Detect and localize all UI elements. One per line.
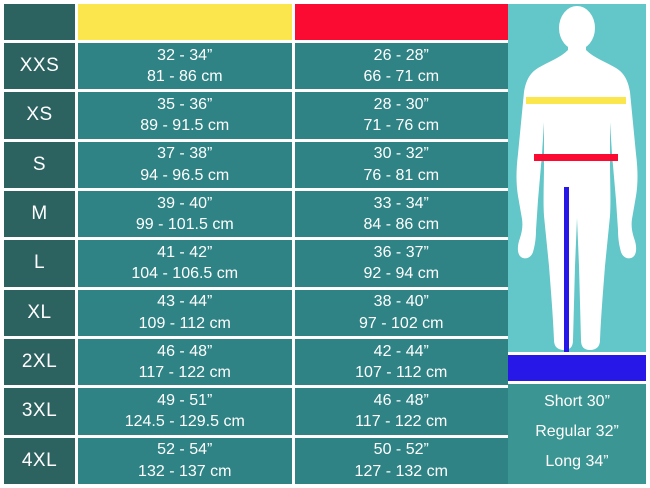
waist-inches: 28 - 30” [373, 95, 429, 113]
size-label: XL [4, 289, 75, 336]
inseam-option-short[interactable]: Short 30” [544, 393, 610, 410]
waist-inches: 26 - 28” [373, 46, 429, 64]
table-row[interactable]: 3XL 49 - 51” 124.5 - 129.5 cm 46 - 48” 1… [4, 388, 508, 435]
table-row[interactable]: XXS 32 - 34” 81 - 86 cm 26 - 28” 66 - 71… [4, 43, 508, 90]
chest-cm: 104 - 106.5 cm [131, 265, 239, 283]
chest-cell: 32 - 34” 81 - 86 cm [78, 43, 292, 90]
waist-inches: 36 - 37” [373, 243, 429, 261]
inseam-legend: Short 30” Regular 32” Long 34” [508, 384, 646, 484]
waist-inches: 50 - 52” [373, 441, 429, 459]
size-label: 3XL [4, 388, 75, 435]
waist-cell: 46 - 48” 117 - 122 cm [294, 388, 508, 435]
inseam-color-key-swatch [508, 355, 646, 381]
inseam-option-long[interactable]: Long 34” [545, 453, 609, 470]
figure-panel: Short 30” Regular 32” Long 34” [508, 0, 650, 488]
waist-cm: 117 - 122 cm [355, 413, 448, 431]
waist-cell: 36 - 37” 92 - 94 cm [294, 240, 508, 287]
chest-inches: 37 - 38” [157, 145, 213, 163]
male-body-silhouette-icon [516, 6, 638, 350]
waist-cell: 33 - 34” 84 - 86 cm [294, 190, 508, 238]
chest-cell: 35 - 36” 89 - 91.5 cm [78, 92, 292, 139]
chest-cell: 39 - 40” 99 - 101.5 cm [78, 190, 292, 238]
chest-cm: 94 - 96.5 cm [140, 166, 230, 184]
waist-inches: 42 - 44” [373, 342, 429, 360]
chest-cell: 49 - 51” 124.5 - 129.5 cm [78, 388, 292, 435]
chest-inches: 35 - 36” [157, 95, 213, 113]
table-row[interactable]: 2XL 46 - 48” 117 - 122 cm 42 - 44” 107 -… [4, 338, 508, 386]
waist-cell: 26 - 28” 66 - 71 cm [294, 43, 508, 90]
size-label: XXS [4, 43, 75, 90]
inseam-color-key-wrap [508, 355, 646, 381]
chest-inches: 49 - 51” [157, 391, 213, 409]
size-label: M [4, 190, 75, 238]
waist-inches: 33 - 34” [373, 194, 429, 212]
chest-cm: 81 - 86 cm [146, 68, 223, 86]
size-label: S [4, 141, 75, 188]
chest-cm: 89 - 91.5 cm [140, 117, 230, 135]
table-row[interactable]: XL 43 - 44” 109 - 112 cm 38 - 40” 97 - 1… [4, 289, 508, 336]
chest-cell: 46 - 48” 117 - 122 cm [78, 338, 292, 386]
chest-cm: 109 - 112 cm [138, 314, 231, 332]
size-label: XS [4, 92, 75, 139]
chest-inches: 46 - 48” [157, 342, 213, 360]
table-row[interactable]: S 37 - 38” 94 - 96.5 cm 30 - 32” 76 - 81… [4, 141, 508, 188]
size-label: L [4, 240, 75, 287]
chest-measure-line [526, 97, 626, 104]
inseam-option-regular[interactable]: Regular 32” [535, 423, 619, 440]
chest-cell: 52 - 54” 132 - 137 cm [78, 437, 292, 484]
waist-inches: 46 - 48” [373, 391, 429, 409]
chest-inches: 43 - 44” [157, 293, 213, 311]
waist-cm: 97 - 102 cm [359, 314, 444, 332]
waist-inches: 30 - 32” [373, 145, 429, 163]
waist-cm: 84 - 86 cm [363, 216, 440, 234]
waist-cm: 71 - 76 cm [363, 117, 440, 135]
table-header-row [4, 4, 508, 40]
body-figure [508, 4, 646, 352]
waist-cell: 38 - 40” 97 - 102 cm [294, 289, 508, 336]
size-table: XXS 32 - 34” 81 - 86 cm 26 - 28” 66 - 71… [4, 4, 508, 484]
waist-cm: 66 - 71 cm [363, 68, 440, 86]
inseam-measure-line [564, 187, 569, 352]
chest-cm: 132 - 137 cm [138, 462, 232, 480]
table-row[interactable]: L 41 - 42” 104 - 106.5 cm 36 - 37” 92 - … [4, 240, 508, 287]
chest-cell: 37 - 38” 94 - 96.5 cm [78, 141, 292, 188]
size-label: 2XL [4, 338, 75, 386]
waist-cm: 76 - 81 cm [363, 166, 440, 184]
waist-measure-line [534, 154, 618, 161]
chest-color-key-swatch [78, 4, 292, 40]
waist-cm: 107 - 112 cm [355, 364, 448, 382]
table-row[interactable]: XS 35 - 36” 89 - 91.5 cm 28 - 30” 71 - 7… [4, 92, 508, 139]
chest-inches: 39 - 40” [157, 194, 213, 212]
waist-cm: 92 - 94 cm [363, 265, 440, 283]
chest-cm: 117 - 122 cm [138, 364, 231, 382]
chest-cm: 124.5 - 129.5 cm [124, 413, 245, 431]
chest-cm: 99 - 101.5 cm [135, 216, 234, 234]
waist-cell: 30 - 32” 76 - 81 cm [294, 141, 508, 188]
size-label: 4XL [4, 437, 75, 484]
waist-cell: 42 - 44” 107 - 112 cm [294, 338, 508, 386]
table-row[interactable]: 4XL 52 - 54” 132 - 137 cm 50 - 52” 127 -… [4, 437, 508, 484]
table-row[interactable]: M 39 - 40” 99 - 101.5 cm 33 - 34” 84 - 8… [4, 190, 508, 238]
waist-cell: 28 - 30” 71 - 76 cm [294, 92, 508, 139]
header-size-cell [4, 4, 75, 40]
waist-cell: 50 - 52” 127 - 132 cm [294, 437, 508, 484]
chest-inches: 52 - 54” [157, 441, 213, 459]
chest-inches: 41 - 42” [157, 243, 213, 261]
waist-color-key-swatch [294, 4, 508, 40]
chest-cell: 41 - 42” 104 - 106.5 cm [78, 240, 292, 287]
chest-cell: 43 - 44” 109 - 112 cm [78, 289, 292, 336]
waist-inches: 38 - 40” [373, 293, 429, 311]
chest-inches: 32 - 34” [157, 46, 213, 64]
waist-cm: 127 - 132 cm [354, 462, 448, 480]
